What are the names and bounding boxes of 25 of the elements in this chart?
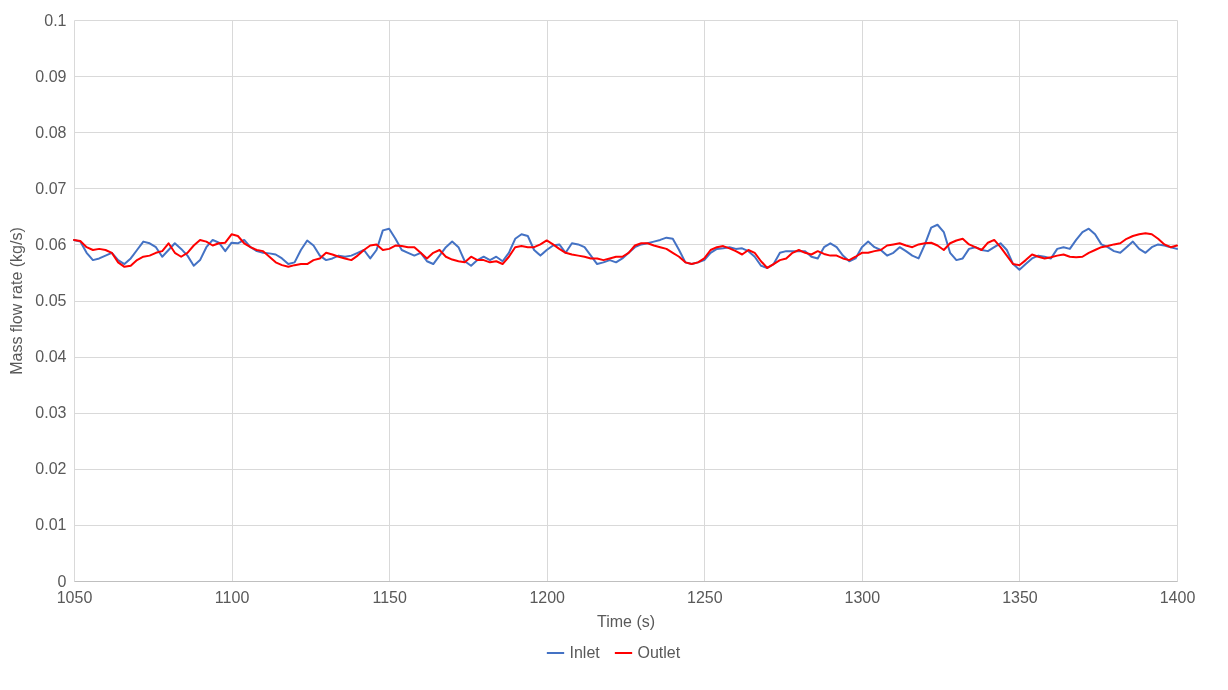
x-tick-label: 1200	[529, 588, 566, 606]
y-tick-label: 0.03	[35, 404, 67, 422]
y-tick-label: 0.02	[35, 460, 67, 478]
y-tick-label: 0.09	[35, 67, 67, 85]
y-tick-label: 0.1	[44, 11, 67, 29]
x-tick-label: 1050	[56, 588, 93, 606]
y-tick-label: 0.04	[35, 348, 67, 366]
y-tick-label: 0.05	[35, 292, 67, 309]
x-tick-label: 1100	[214, 588, 250, 606]
x-tick-label: 1300	[844, 588, 881, 606]
y-axis-title: Mass flow rate (kg/s)	[8, 227, 26, 375]
legend-label: Outlet	[637, 644, 681, 661]
line-series	[73, 232, 1178, 269]
y-tick-label: 0.07	[35, 179, 67, 197]
y-tick-label: 0.01	[35, 516, 67, 534]
x-tick-label: 1150	[372, 588, 407, 606]
legend-label: Inlet	[569, 644, 601, 661]
y-tick-label: 0	[57, 572, 67, 590]
x-tick-label: 1400	[1159, 588, 1196, 606]
x-tick-label: 1250	[686, 588, 723, 606]
y-tick-label: 0.08	[35, 123, 67, 141]
y-tick-label: 0.06	[35, 235, 67, 253]
x-tick-label: 1350	[1002, 588, 1038, 606]
x-axis-title: Time (s)	[596, 612, 656, 630]
line-series	[73, 223, 1178, 271]
